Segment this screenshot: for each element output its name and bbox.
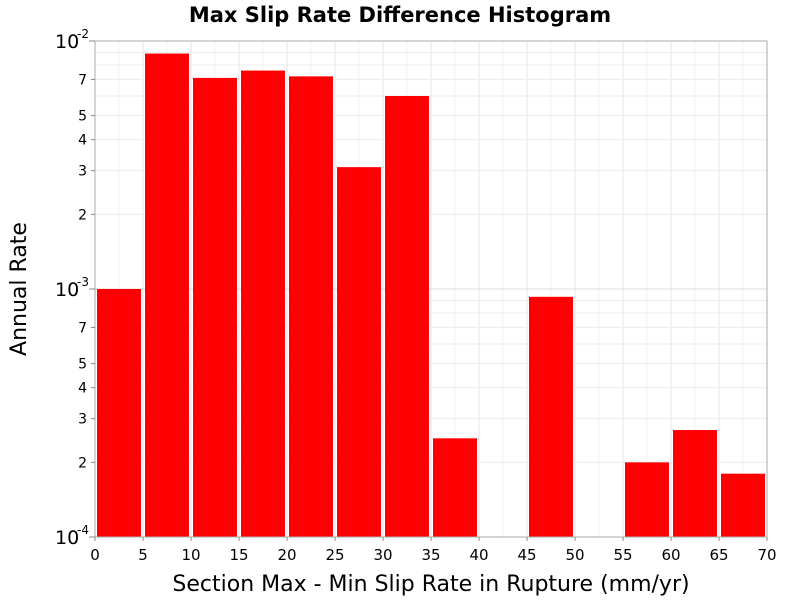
histogram-bar [193,77,237,537]
y-minor-tick-label: 3 [78,164,87,180]
y-minor-tick-label: 7 [78,72,87,88]
x-tick-label: 20 [277,546,296,564]
histogram-bar [721,473,765,537]
y-major-tick-exponent: -2 [77,27,89,41]
histogram-bar [673,430,717,537]
y-minor-tick-label: 5 [78,109,87,125]
y-major-tick-exponent: -3 [77,275,89,289]
x-axis-label: Section Max - Min Slip Rate in Rupture (… [172,572,689,597]
histogram-bar [337,167,381,537]
x-tick-label: 5 [138,546,148,564]
x-tick-label: 60 [661,546,680,564]
x-tick-label: 45 [517,546,536,564]
y-minor-tick-label: 7 [78,320,87,336]
histogram-bar [145,53,189,538]
x-tick-label: 15 [229,546,248,564]
y-minor-tick-label: 2 [78,207,87,223]
x-tick-label: 40 [469,546,488,564]
x-tick-label: 30 [373,546,392,564]
y-major-tick-exponent: -4 [77,523,89,537]
y-minor-tick-label: 4 [78,381,87,397]
histogram-bar [529,296,573,537]
x-tick-label: 50 [565,546,584,564]
x-tick-label: 65 [709,546,728,564]
y-minor-tick-label: 2 [78,455,87,471]
chart-title: Max Slip Rate Difference Histogram [189,3,611,27]
histogram-bar [433,438,477,537]
x-tick-label: 35 [421,546,440,564]
histogram-bar [97,289,141,537]
x-tick-label: 55 [613,546,632,564]
y-major-tick-label: 10 [55,527,79,549]
histogram-bar [289,76,333,538]
bars [97,53,765,538]
y-axis-label: Annual Rate [7,222,32,356]
y-minor-tick-label: 3 [78,412,87,428]
y-minor-tick-label: 5 [78,357,87,373]
y-major-tick-label: 10 [55,31,79,53]
y-minor-tick-label: 4 [78,133,87,149]
x-tick-label: 25 [325,546,344,564]
histogram-bar [385,96,429,537]
histogram-bar [625,462,669,537]
x-axis-ticks: 0 5 10 15 20 25 30 35 40 45 50 55 60 65 70 [90,537,777,564]
histogram-bar [241,70,285,537]
x-tick-label: 70 [757,546,776,564]
y-major-tick-label: 10 [55,279,79,301]
x-tick-label: 0 [90,546,100,564]
x-tick-label: 10 [181,546,200,564]
